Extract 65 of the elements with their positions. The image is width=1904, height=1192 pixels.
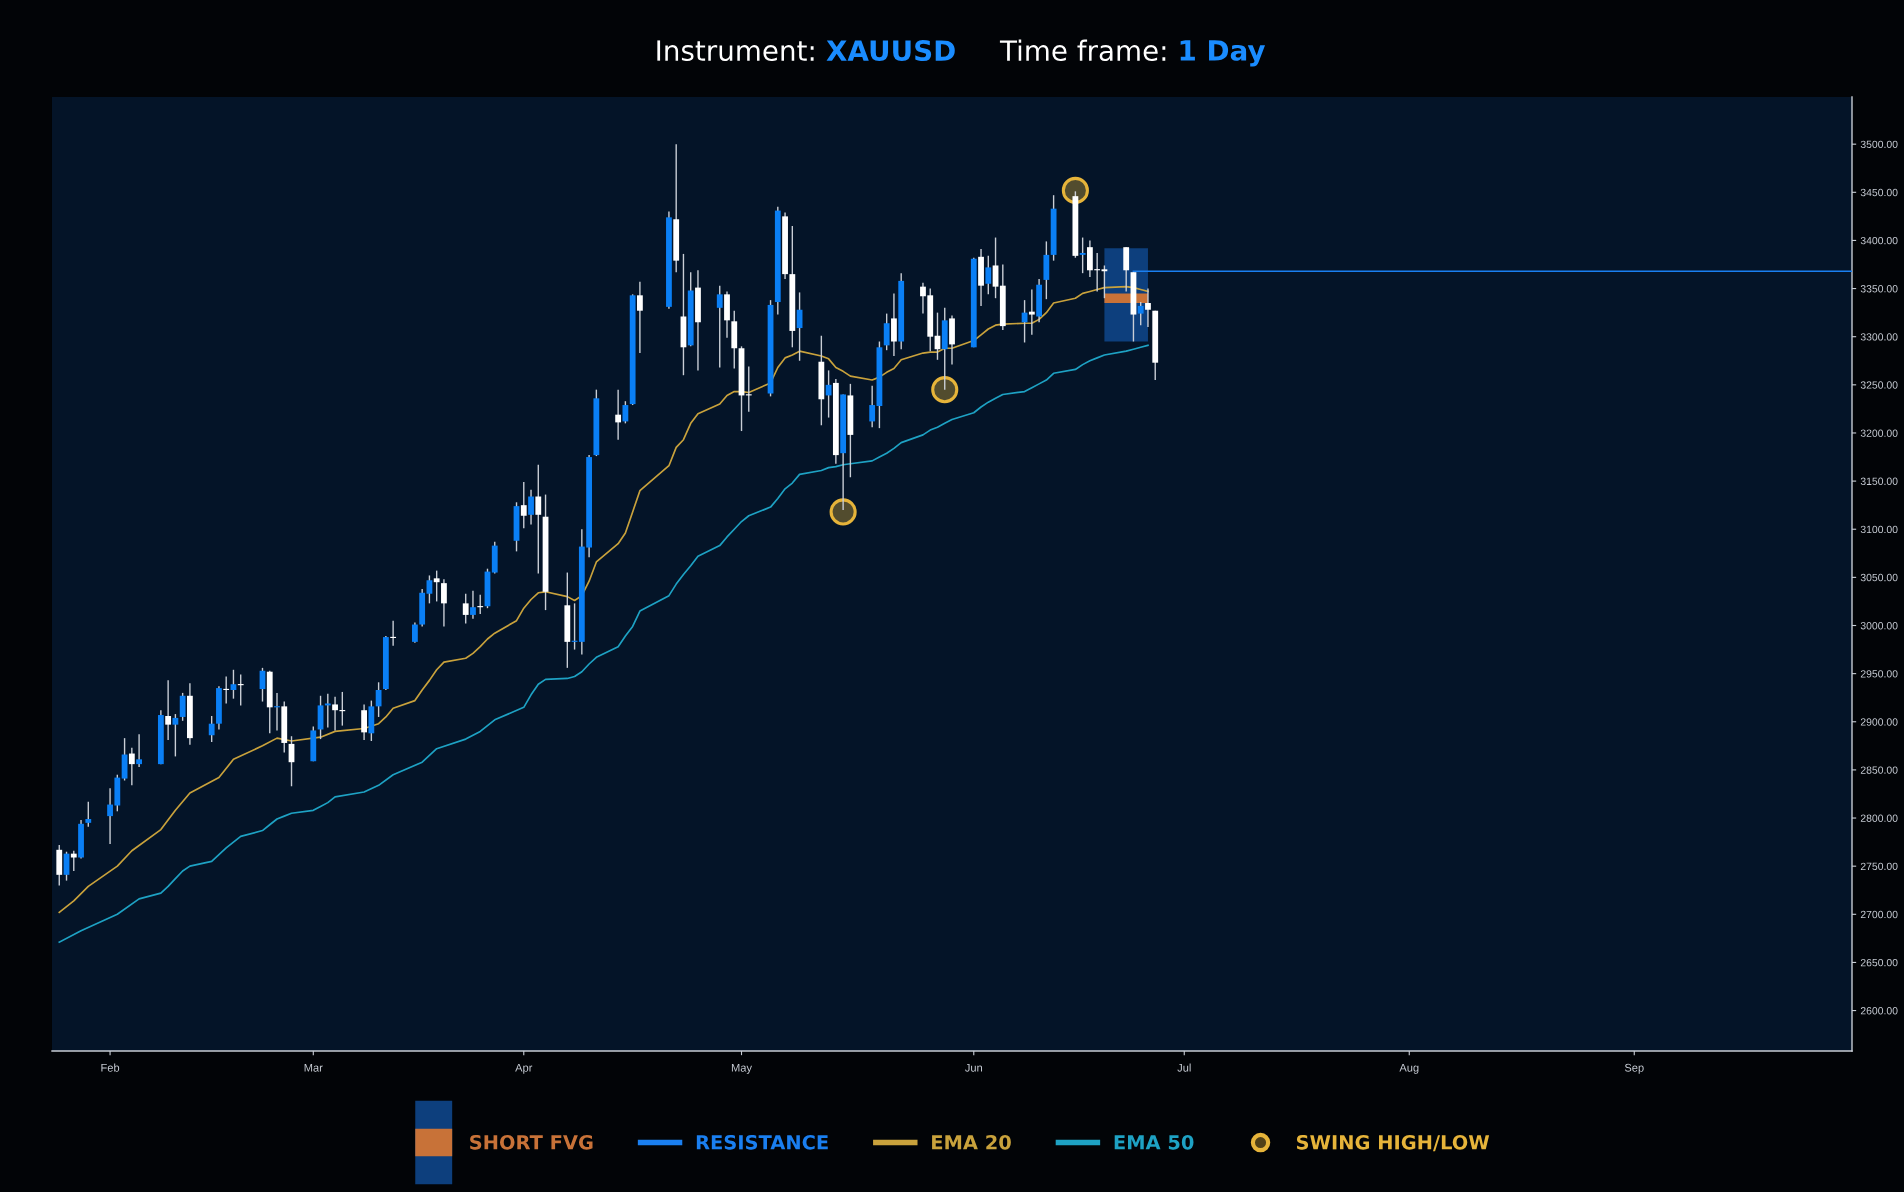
candlestick <box>324 693 331 729</box>
x-tick-label: Feb <box>101 1063 120 1072</box>
y-tick-label: 3000.00 <box>1860 622 1898 630</box>
candlestick <box>891 292 897 357</box>
y-tick-label: 2950.00 <box>1860 670 1898 678</box>
x-tick-label: Apr <box>515 1063 533 1074</box>
candlestick <box>412 621 418 644</box>
y-tick-label: 3450.00 <box>1860 188 1898 197</box>
y-tick-label: 3350.00 <box>1860 285 1898 293</box>
x-tick-label: Jun <box>964 1063 983 1072</box>
x-tick-label: May <box>731 1063 752 1074</box>
y-tick-label: 2600.00 <box>1860 1007 1898 1015</box>
candlestick <box>528 489 534 526</box>
candlestick <box>1101 264 1108 299</box>
y-tick-label: 2750.00 <box>1860 862 1898 871</box>
candlestick <box>361 703 367 741</box>
point <box>829 498 857 526</box>
candlestick <box>1137 301 1144 326</box>
candlestick <box>825 369 832 419</box>
point <box>1061 176 1089 204</box>
x-tick-label: Aug <box>1399 1063 1419 1074</box>
y-tick-label: 3300.00 <box>1860 333 1898 341</box>
candlestick <box>869 385 876 428</box>
y-tick-label: 2850.00 <box>1860 766 1898 774</box>
candlestick <box>1123 246 1130 293</box>
legend-label: SHORT FVG <box>470 1134 593 1150</box>
candlestick <box>441 578 447 628</box>
y-tick-label: 3150.00 <box>1860 477 1898 485</box>
chart-title: Instrument: XAUUSD <box>657 40 955 62</box>
candlestick <box>433 569 440 603</box>
x-tick-label: Sep <box>1624 1063 1644 1074</box>
x-tick-label: Mar <box>304 1063 323 1072</box>
y-tick-label: 2900.00 <box>1860 718 1898 726</box>
y-tick-label: 2650.00 <box>1860 958 1898 967</box>
candlestick <box>520 481 527 529</box>
y-tick-label: 3100.00 <box>1860 525 1898 534</box>
candlestick <box>883 312 890 351</box>
candlestick <box>470 590 476 620</box>
x-tick-label: Jul <box>1177 1063 1191 1072</box>
y-tick-label: 2800.00 <box>1860 814 1898 822</box>
candlestick <box>535 464 542 575</box>
legend-label: RESISTANCE <box>696 1134 828 1150</box>
candlestick <box>462 593 469 625</box>
y-tick-label: 3500.00 <box>1860 140 1898 149</box>
candlestick <box>985 255 992 296</box>
candlestick <box>622 400 629 425</box>
point <box>931 376 959 404</box>
y-tick-label: 3050.00 <box>1860 573 1898 582</box>
candlestick <box>426 574 433 605</box>
candlestick <box>1079 236 1086 274</box>
chart-subtitle: Time frame: 1 Day <box>999 39 1266 67</box>
y-tick-label: 3250.00 <box>1860 381 1898 389</box>
candlestick <box>716 284 723 369</box>
y-tick-label: 3200.00 <box>1860 429 1898 437</box>
y-tick-label: 2700.00 <box>1860 910 1898 919</box>
legend-label: SWING HIGH/LOW <box>1296 1134 1490 1152</box>
candlestick <box>1028 288 1035 336</box>
candlestick <box>332 696 338 732</box>
candlestick <box>615 388 622 441</box>
candlestick <box>637 281 643 354</box>
y-tick-label: 3400.00 <box>1860 236 1898 245</box>
legend-label: EMA 50 <box>1114 1134 1194 1150</box>
candlestick <box>1145 287 1151 328</box>
legend-label: EMA 20 <box>932 1134 1011 1150</box>
candlestick <box>375 681 382 718</box>
